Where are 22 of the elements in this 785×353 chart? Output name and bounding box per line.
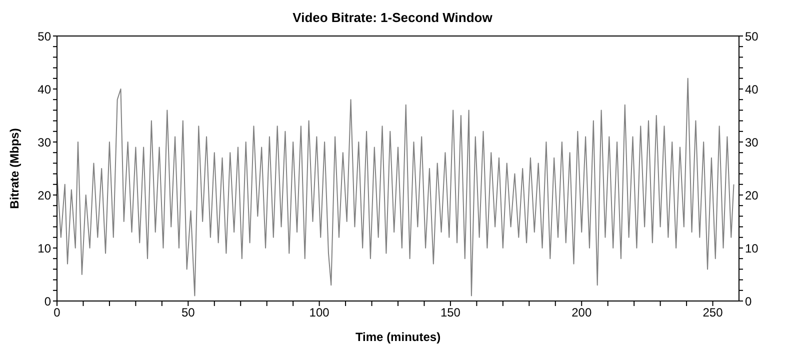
x-tick-label: 50 <box>181 306 196 320</box>
y2-tick-label: 0 <box>745 294 752 308</box>
y-axis-title: Bitrate (Mbps) <box>7 128 22 209</box>
chart-title: Video Bitrate: 1-Second Window <box>292 10 494 25</box>
y2-tick-label: 20 <box>745 188 759 202</box>
y-tick-label: 0 <box>44 294 52 308</box>
y-tick-label: 30 <box>38 135 52 150</box>
y2-tick-label: 10 <box>745 241 759 256</box>
x-tick-label: 250 <box>702 306 724 320</box>
y-tick-label: 40 <box>38 82 52 96</box>
line-series <box>57 78 734 296</box>
y-tick-label: 10 <box>38 241 52 256</box>
y2-tick-label: 30 <box>745 135 759 150</box>
x-axis-title: Time (minutes) <box>355 330 441 344</box>
x-tick-label: 0 <box>54 306 61 320</box>
y-tick-label: 20 <box>38 188 52 202</box>
x-tick-label: 100 <box>309 306 330 320</box>
y2-tick-label: 40 <box>745 82 759 96</box>
y-tick-label: 50 <box>38 29 52 44</box>
x-tick-label: 200 <box>572 306 592 320</box>
x-tick-label: 150 <box>440 306 461 320</box>
y2-tick-label: 50 <box>745 29 759 44</box>
